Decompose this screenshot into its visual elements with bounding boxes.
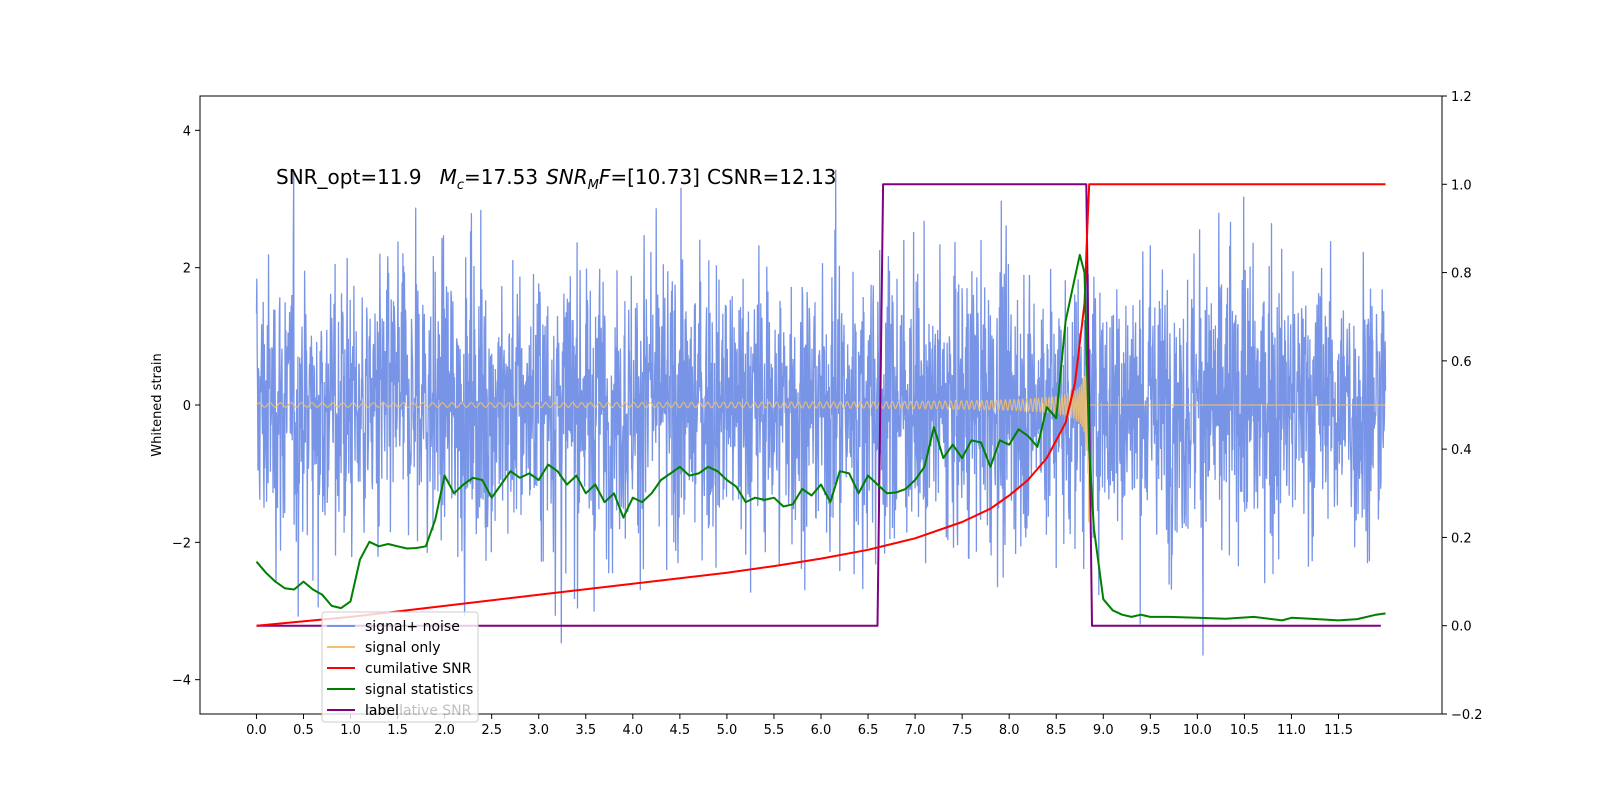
x-tick-label: 1.5: [387, 723, 408, 738]
annotation-csnr: CSNR=12.13: [707, 165, 837, 189]
x-tick-label: 0.0: [246, 723, 267, 738]
annotation-opt: SNR_opt=11.9: [276, 165, 422, 189]
x-tick-label: 5.5: [764, 723, 785, 738]
x-tick-label: 8.0: [999, 723, 1020, 738]
annotation-text: SNR_opt=11.9 Mc=17.53 SNRMF=[10.73] CSNR=12…: [276, 165, 837, 193]
y-tick-label: 4: [183, 124, 191, 139]
y2-tick-label: −0.2: [1451, 708, 1483, 723]
y2-tick-label: 1.2: [1451, 90, 1472, 105]
annotation-mc-sub: c: [457, 178, 464, 193]
y2-tick-label: 1.0: [1451, 178, 1472, 193]
x-tick-label: 11.0: [1277, 723, 1306, 738]
x-axis: 0.0 0.5 1.0 1.5 2.0 2.5 3.0 3.5 4.0 4.5 5.0 5.5 6.0 6…: [246, 714, 1353, 738]
x-tick-label: 2.0: [434, 723, 455, 738]
y2-tick-label: 0.0: [1451, 620, 1472, 635]
legend-label-signal-noise: signal+ noise: [365, 619, 460, 635]
y-tick-label: 0: [183, 399, 191, 414]
y-tick-label: 2: [183, 262, 191, 277]
x-tick-label: 8.5: [1046, 723, 1067, 738]
noise-trace: [255, 169, 1387, 656]
x-tick-label: 10.0: [1183, 723, 1212, 738]
x-tick-label: 3.0: [528, 723, 549, 738]
y2-tick-label: 0.2: [1451, 531, 1472, 546]
series-signal-statistics: [255, 253, 1386, 622]
y-axis-label: Whitened strain: [150, 353, 165, 456]
legend-label-label: label: [365, 703, 399, 719]
y2-tick-label: 0.6: [1451, 355, 1472, 370]
legend-label-signal-only: signal only: [365, 640, 440, 656]
x-tick-label: 3.5: [575, 723, 596, 738]
annotation-mc-value: =17.53: [464, 165, 538, 189]
y-tick-label: −2: [172, 536, 191, 551]
y-tick-label: −4: [172, 674, 191, 689]
x-tick-label: 6.0: [811, 723, 832, 738]
y2-tick-label: 0.8: [1451, 267, 1472, 282]
x-tick-label: 11.5: [1324, 723, 1353, 738]
x-tick-label: 5.0: [717, 723, 738, 738]
x-tick-label: 9.5: [1140, 723, 1161, 738]
legend-label-signal-statistics: signal statistics: [365, 682, 473, 698]
annotation-mf-sub: M: [588, 178, 599, 193]
annotation-mc-symbol: M: [440, 165, 457, 189]
x-tick-label: 2.5: [481, 723, 502, 738]
x-tick-label: 10.5: [1230, 723, 1259, 738]
y-axis-left: 4 2 0 −2 −4: [172, 124, 200, 689]
x-tick-label: 0.5: [293, 723, 314, 738]
y-axis-right: 1.2 1.0 0.8 0.6 0.4 0.2 0.0 −0.2: [1442, 90, 1483, 723]
legend-box: [321, 611, 479, 723]
signal-trace: [255, 321, 1386, 523]
legend-overlap-text: cumilative SNR: [365, 703, 472, 719]
signal-statistics-line: [255, 253, 1386, 622]
x-tick-label: 7.5: [952, 723, 973, 738]
legend-label-cumulative-snr: cumilative SNR: [365, 661, 472, 677]
series-cumulative-snr: [256, 183, 1386, 627]
series-signal-noise: [255, 169, 1387, 656]
label-line: [256, 183, 1381, 627]
x-tick-label: 7.0: [905, 723, 926, 738]
x-tick-label: 6.5: [858, 723, 879, 738]
annotation-mf-symbol: SNR: [546, 165, 588, 189]
x-tick-label: 1.0: [340, 723, 361, 738]
series-signal-only: [255, 321, 1386, 523]
annotation-mf-value: =[10.73]: [610, 165, 700, 189]
series-label: [256, 183, 1381, 627]
x-tick-label: 4.0: [622, 723, 643, 738]
x-tick-label: 9.0: [1093, 723, 1114, 738]
y2-tick-label: 0.4: [1451, 443, 1472, 458]
legend: signal+ noise signal only cumilative SNR…: [321, 611, 479, 723]
x-tick-label: 4.5: [670, 723, 691, 738]
annotation-mf-tail: F: [599, 165, 611, 189]
cumulative-snr-line: [256, 183, 1386, 627]
